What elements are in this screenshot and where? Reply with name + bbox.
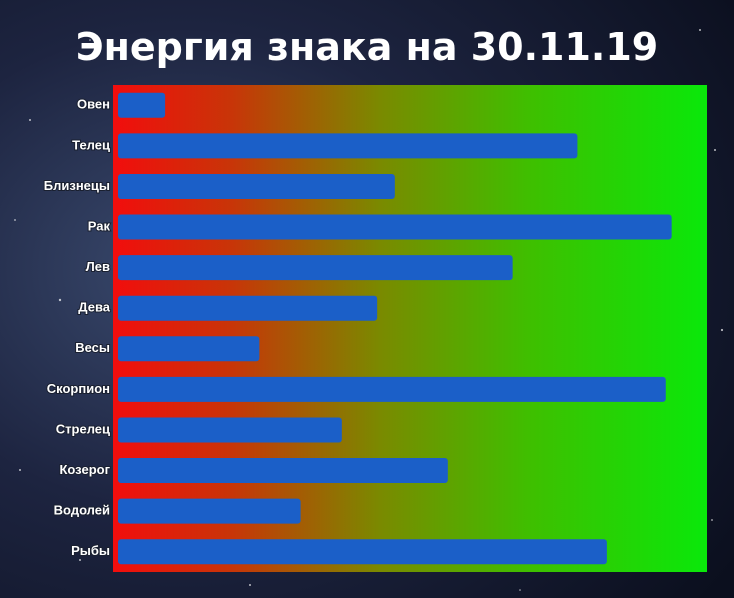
bar: [118, 92, 166, 118]
category-label: Скорпион: [47, 381, 110, 396]
category-label: Лев: [86, 259, 110, 274]
category-label: Близнецы: [44, 178, 110, 193]
bar: [118, 417, 342, 443]
category-label: Стрелец: [56, 421, 110, 436]
stars: [14, 29, 724, 591]
category-label: Овен: [77, 97, 110, 112]
bar: [118, 255, 513, 281]
bar: [118, 173, 395, 199]
bar: [118, 458, 448, 484]
category-label: Козерог: [59, 462, 110, 477]
bar: [118, 376, 666, 402]
bar: [118, 539, 607, 565]
category-label: Рак: [88, 218, 111, 233]
bar: [118, 214, 672, 240]
category-label: Весы: [75, 340, 110, 355]
bar: [118, 295, 378, 321]
category-label: Рыбы: [71, 543, 110, 558]
category-label: Водолей: [54, 503, 110, 518]
category-label: Телец: [72, 137, 110, 152]
bar: [118, 133, 578, 159]
chart-title: Энергия знака на 30.11.19: [76, 25, 659, 69]
plot-area: [113, 85, 707, 572]
category-label: Дева: [78, 300, 110, 315]
bar: [118, 498, 301, 524]
bar: [118, 336, 260, 362]
